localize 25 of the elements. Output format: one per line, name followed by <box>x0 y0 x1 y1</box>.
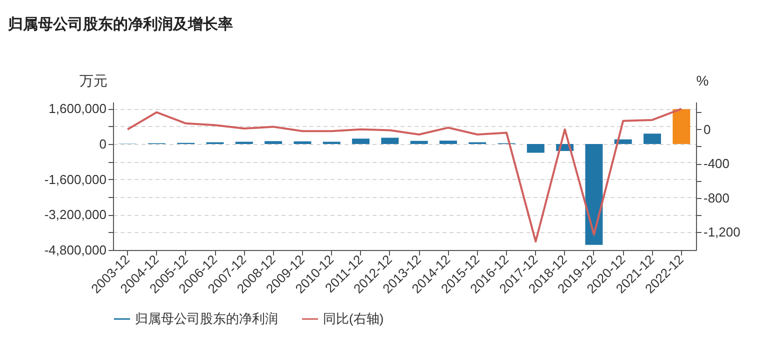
bar <box>585 144 603 245</box>
y2-tick-label: -800 <box>704 190 730 206</box>
legend-label: 同比(右轴) <box>323 311 384 326</box>
y-tick-label: 0 <box>99 136 106 152</box>
y-tick-label: -4,800,000 <box>44 242 106 258</box>
bar <box>352 138 370 144</box>
bar <box>439 140 457 144</box>
y2-axis-title: % <box>696 72 709 88</box>
y2-tick-label: 0 <box>704 122 711 137</box>
bar <box>410 140 428 144</box>
line-series <box>126 108 682 242</box>
bar <box>294 141 312 144</box>
legend-label: 归属母公司股东的净利润 <box>135 311 278 326</box>
y-axis-title: 万元 <box>80 72 108 88</box>
bar <box>381 138 399 144</box>
bar <box>526 144 544 153</box>
y-tick-label: 1,600,000 <box>48 101 106 116</box>
y2-tick-label: -1,200 <box>704 224 740 240</box>
bar <box>264 141 282 144</box>
y2-tick-label: -400 <box>704 156 730 172</box>
chart-title: 归属母公司股东的净利润及增长率 <box>7 15 233 33</box>
bar <box>644 134 662 144</box>
bar <box>672 109 690 144</box>
y-tick-label: -3,200,000 <box>44 207 106 222</box>
y-tick-label: -1,600,000 <box>44 172 106 187</box>
